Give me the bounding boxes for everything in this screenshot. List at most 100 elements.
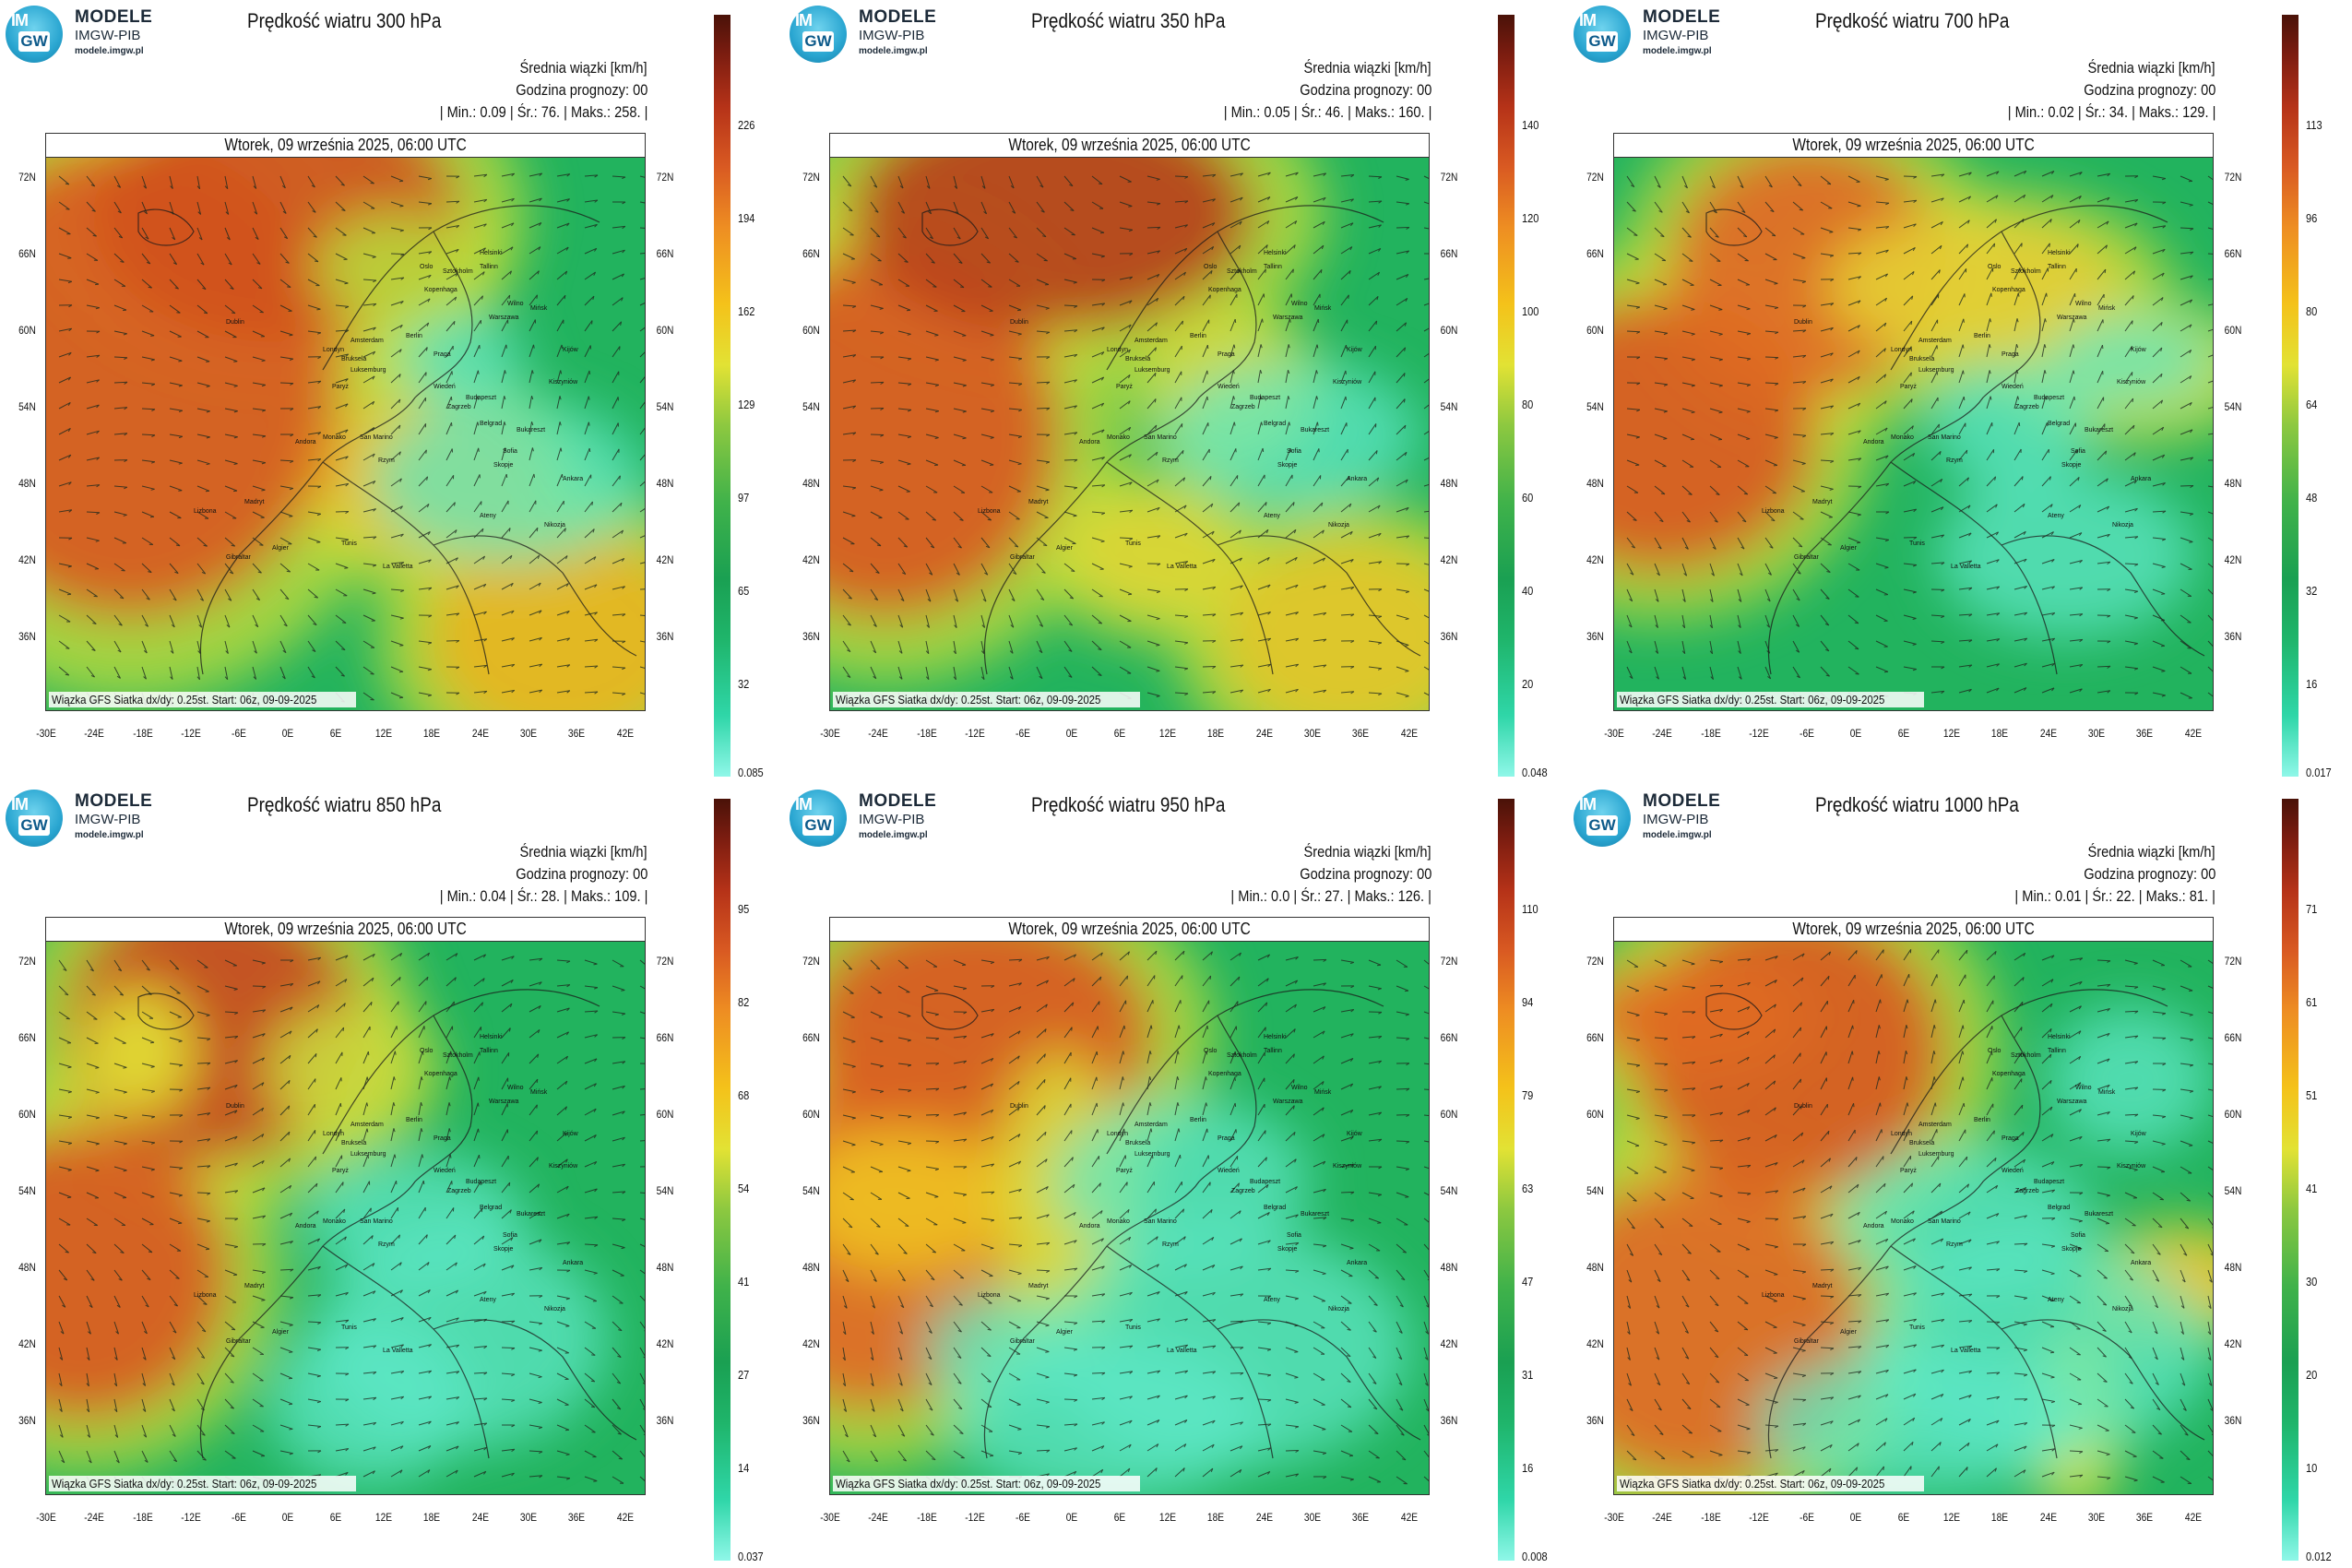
wind-arrow (1008, 304, 1022, 311)
wind-arrow (1119, 1236, 1131, 1245)
wind-arrow (1368, 345, 1376, 358)
wind-arrow (842, 485, 856, 489)
wind-arrow (141, 304, 154, 313)
wind-arrow-head (622, 1191, 626, 1194)
wind-arrow-head (1884, 566, 1889, 569)
wind-arrow-head (1068, 623, 1073, 626)
logo-title: MODELE (75, 791, 153, 811)
wind-arrow-head (566, 690, 571, 694)
wind-arrow-head (934, 410, 939, 413)
wind-arrow (1257, 244, 1268, 255)
wind-arrow (953, 459, 967, 466)
wind-arrow (842, 201, 853, 212)
wind-arrow-head (453, 1001, 455, 1005)
wind-arrow (953, 640, 956, 654)
wind-arrow (842, 959, 853, 970)
lat-label-right: 48N (1440, 477, 1458, 490)
wind-arrow-head (2050, 531, 2054, 536)
wind-arrow-head (1883, 348, 1886, 352)
wind-arrow (141, 1424, 148, 1438)
logo-title: MODELE (859, 7, 937, 27)
wind-arrow-head (2132, 270, 2136, 275)
wind-arrow (86, 1037, 99, 1044)
wind-arrow (1986, 171, 2000, 177)
wind-arrow-head (96, 430, 100, 434)
wind-arrow (1091, 175, 1103, 184)
wind-arrow (362, 692, 374, 701)
wind-arrow-head (1855, 673, 1859, 675)
colorbar-tick: 60 (1522, 491, 1534, 505)
wind-arrow (86, 563, 100, 570)
wind-arrow-head (282, 210, 287, 214)
city-label: Paryż (332, 1168, 349, 1174)
wind-arrow-head (150, 1090, 155, 1093)
wind-arrow-head (1295, 688, 1299, 693)
wind-arrow-head (1294, 557, 1298, 561)
wind-arrow (1396, 640, 1409, 646)
wind-arrow (1008, 356, 1022, 360)
wind-arrow (2041, 195, 2054, 203)
wind-arrow-head (1940, 479, 1943, 483)
wind-arrow (445, 1051, 452, 1064)
wind-arrow-head (1857, 325, 1860, 329)
wind-arrow-head (1074, 1295, 1078, 1299)
wind-arrow (1202, 558, 1216, 564)
wind-arrow-head (1240, 196, 1243, 201)
wind-arrow (1340, 448, 1348, 461)
wind-arrow-head (1261, 422, 1263, 426)
model-source-text: Wiązka GFS Siatka dx/dy: 0.25st. Start: … (1620, 693, 1885, 707)
wind-arrow (1008, 201, 1016, 214)
wind-arrow-head (564, 1429, 569, 1431)
wind-arrow (556, 500, 564, 513)
wind-arrow-head (206, 463, 210, 466)
wind-arrow (1063, 614, 1074, 626)
wind-arrow (307, 175, 315, 188)
wind-arrow (1229, 952, 1241, 961)
wind-arrow (1229, 1265, 1243, 1271)
wind-arrow (252, 588, 261, 600)
wind-arrow-head (1996, 612, 2001, 616)
wind-arrow-head (1404, 452, 1408, 457)
wind-arrow-head (1009, 650, 1014, 654)
wind-arrow (169, 1037, 183, 1042)
wind-arrow-head (1830, 352, 1834, 357)
wind-arrow-head (900, 1304, 905, 1309)
wind-arrow-head (86, 1383, 89, 1387)
wind-arrow-head (1742, 519, 1747, 523)
wind-arrow-head (934, 1196, 939, 1198)
wind-arrow (1396, 1424, 1405, 1436)
wind-arrow-head (1042, 235, 1047, 238)
wind-arrow (141, 1088, 155, 1092)
wind-arrow-head (1149, 1102, 1152, 1107)
wind-arrow-head (956, 572, 960, 576)
wind-arrow (169, 304, 181, 314)
wind-arrow-head (875, 235, 881, 238)
wind-arrow-head (1967, 505, 1971, 509)
wind-arrow (1313, 293, 1321, 306)
wind-arrow-head (963, 1035, 968, 1039)
wind-arrow (556, 473, 563, 487)
wind-arrow-head (508, 294, 511, 299)
wind-arrow (1008, 330, 1022, 335)
wind-arrow-head (1212, 1345, 1217, 1348)
city-label: Lizbona (978, 508, 1001, 515)
wind-arrow-head (288, 1403, 293, 1406)
wind-arrow (612, 422, 619, 435)
lat-label-left: 48N (18, 1261, 36, 1274)
wind-arrow (1008, 1188, 1022, 1194)
wind-arrow (980, 1135, 994, 1142)
wind-arrow-head (1632, 209, 1636, 212)
wind-arrow (1875, 226, 1889, 229)
wind-arrow-head (372, 427, 375, 432)
wind-arrow (169, 1243, 182, 1252)
wind-arrow (1285, 422, 1290, 435)
wind-arrow-head (1711, 573, 1715, 576)
wind-arrow-head (1685, 210, 1690, 214)
wind-arrow-head (290, 959, 294, 963)
wind-arrow-head (1939, 245, 1942, 250)
wind-arrow (897, 985, 910, 993)
wind-arrow (1202, 319, 1210, 332)
wind-arrow-head (1046, 1241, 1051, 1246)
wind-arrow-head (1322, 529, 1324, 534)
wind-arrow (1036, 381, 1051, 384)
